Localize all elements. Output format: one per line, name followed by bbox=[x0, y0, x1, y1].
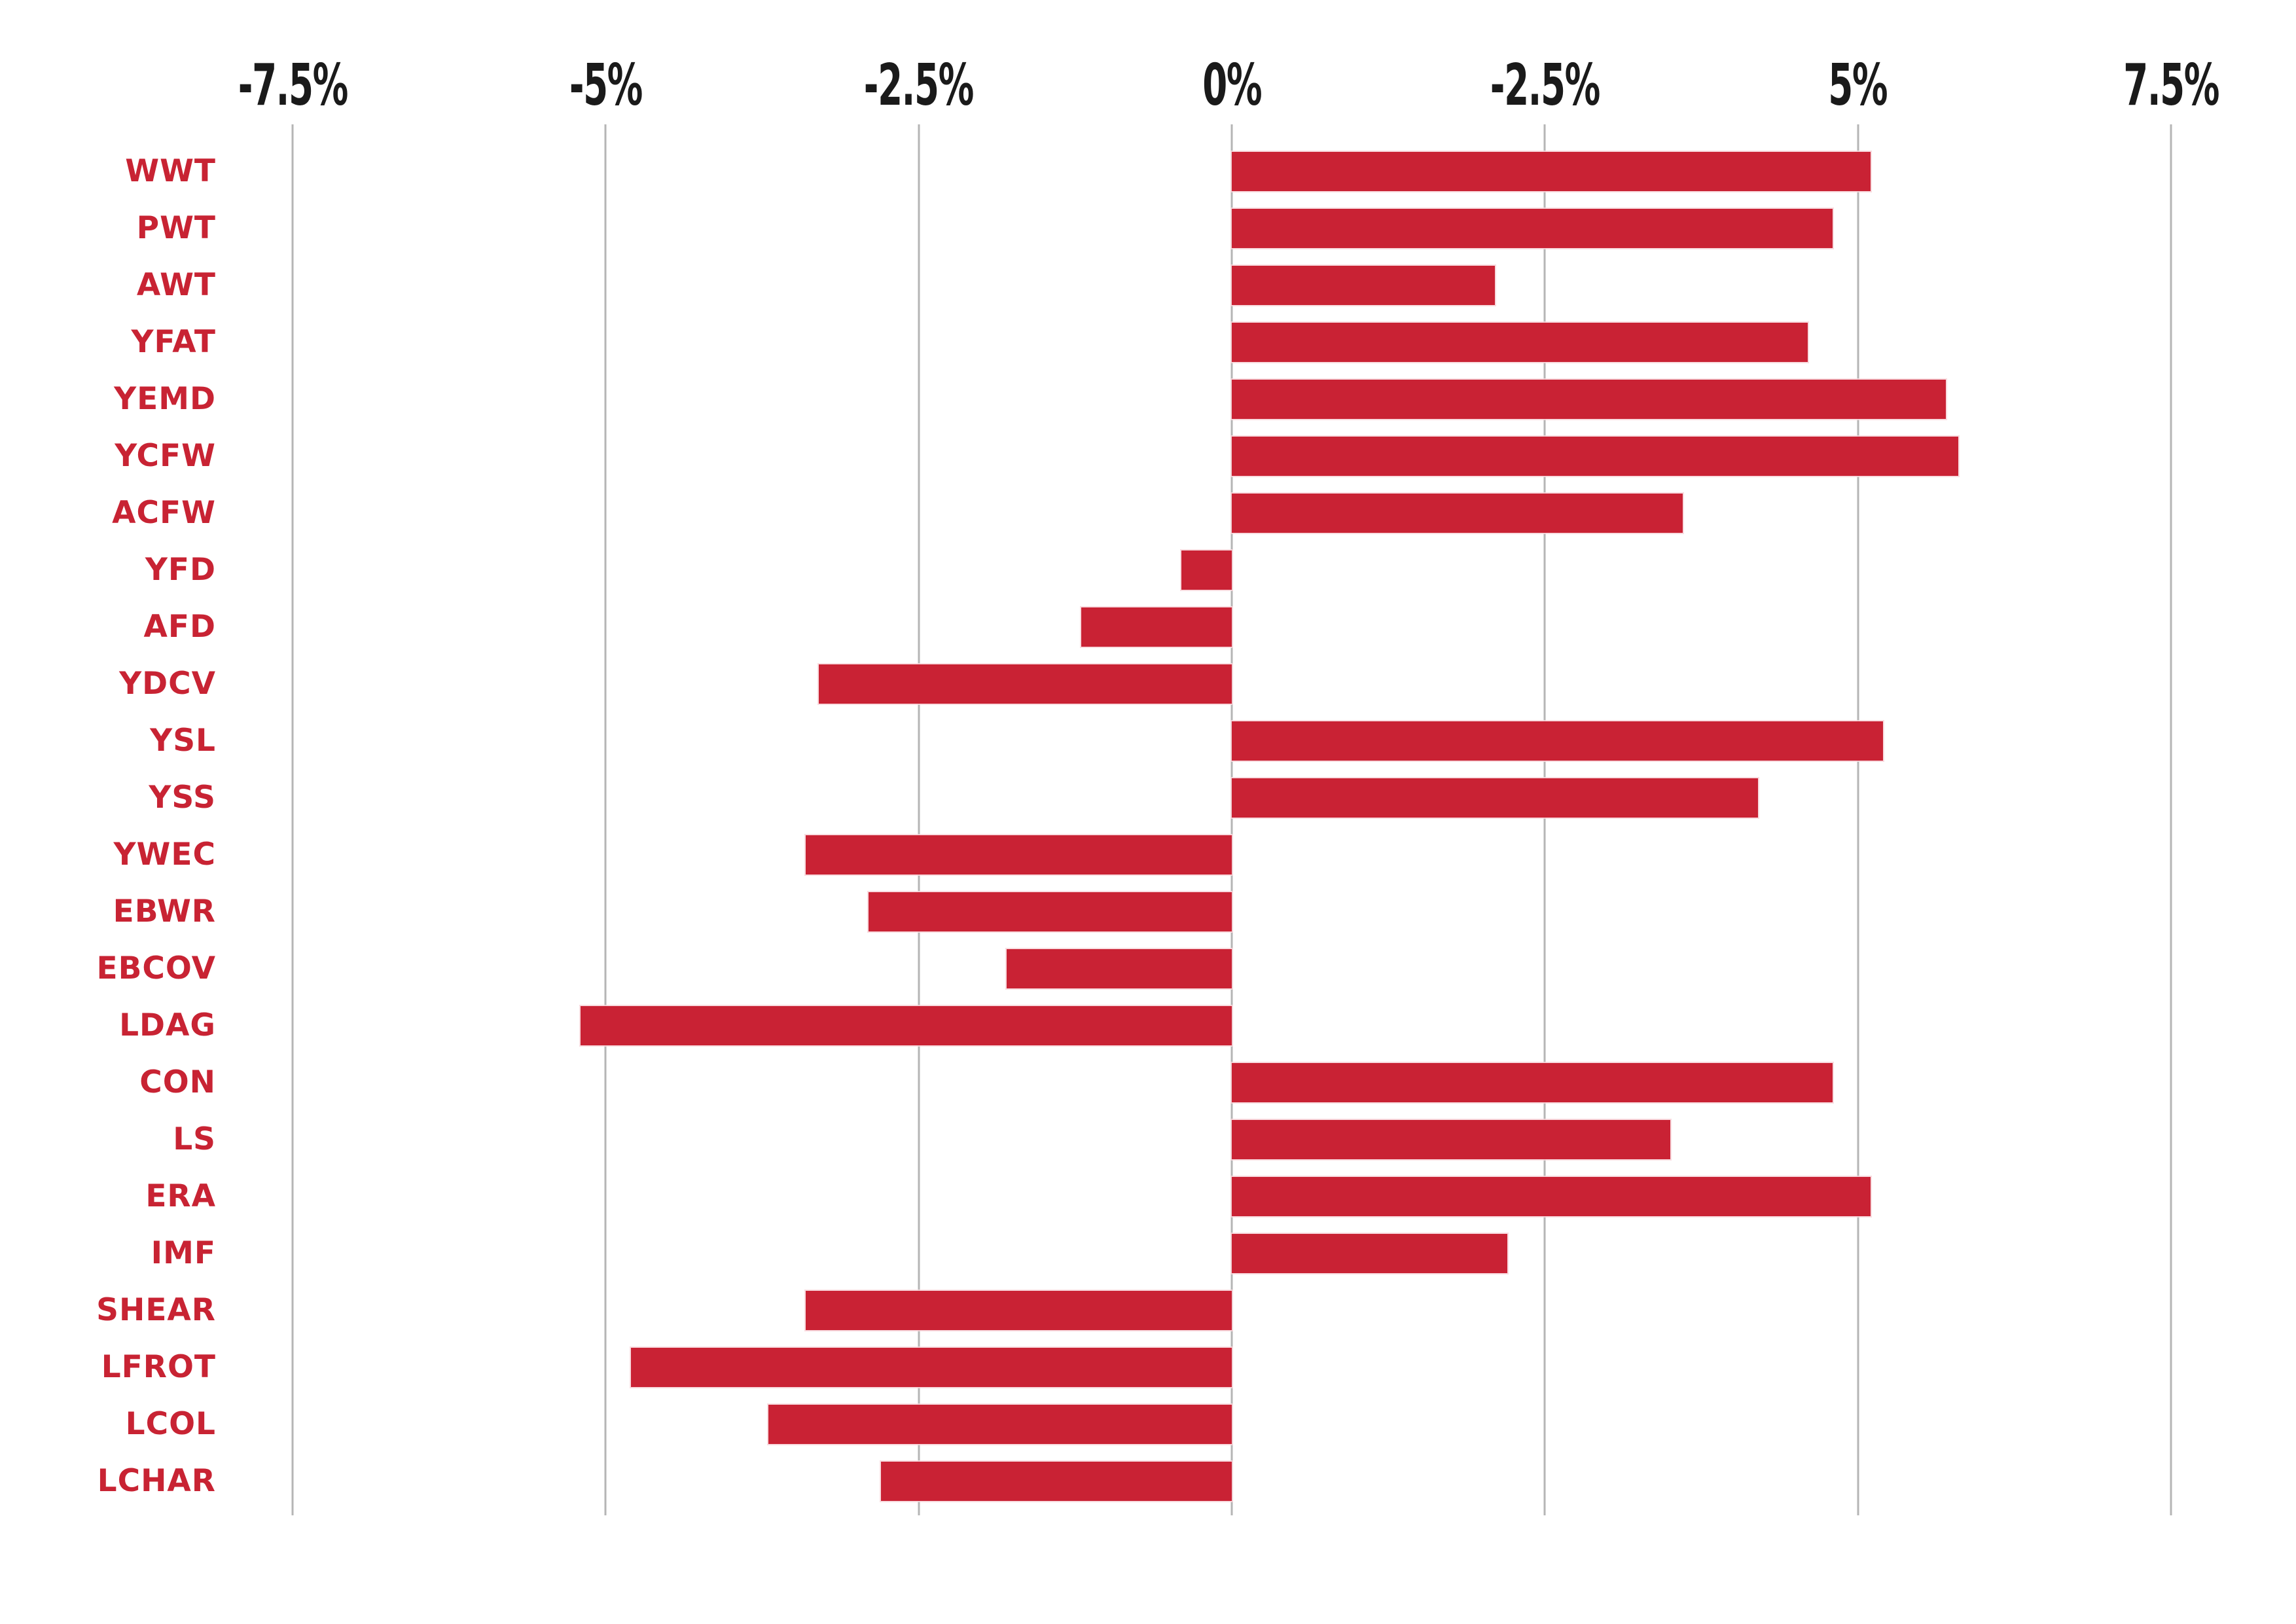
category-label-lfrot: LFROT bbox=[101, 1349, 216, 1385]
category-label-ls: LS bbox=[173, 1121, 216, 1157]
category-label-awt: AWT bbox=[136, 267, 216, 303]
bar-wwt bbox=[1232, 152, 1871, 191]
bar-afd bbox=[1081, 607, 1232, 647]
category-label-ycfw: YCFW bbox=[115, 438, 216, 474]
category-label-ywec: YWEC bbox=[113, 837, 216, 873]
gridline bbox=[1857, 124, 1859, 1515]
gridline bbox=[2170, 124, 2172, 1515]
gridline bbox=[291, 124, 294, 1515]
category-label-imf: IMF bbox=[151, 1235, 216, 1271]
category-label-ebwr: EBWR bbox=[113, 893, 216, 929]
bar-shear bbox=[806, 1291, 1232, 1330]
x-axis-tick-label: 7.5% bbox=[2123, 52, 2219, 119]
x-axis-tick-label: -2.5% bbox=[1490, 52, 1600, 119]
gridline bbox=[918, 124, 920, 1515]
bar-ebwr bbox=[869, 892, 1232, 931]
gridline bbox=[1543, 124, 1546, 1515]
bar-ldag bbox=[581, 1006, 1232, 1045]
bar-ydcv bbox=[818, 664, 1232, 704]
bar-ebcov bbox=[1006, 949, 1232, 988]
category-label-wwt: WWT bbox=[125, 153, 216, 189]
category-label-era: ERA bbox=[145, 1178, 216, 1214]
category-label-yss: YSS bbox=[149, 780, 216, 816]
bar-ycfw bbox=[1232, 437, 1958, 476]
bar-yemd bbox=[1232, 380, 1946, 419]
category-label-lcol: LCOL bbox=[125, 1406, 216, 1442]
bar-yfd bbox=[1181, 550, 1232, 590]
bar-lcol bbox=[768, 1405, 1232, 1444]
x-axis-tick-label: 5% bbox=[1828, 52, 1888, 119]
bar-lfrot bbox=[630, 1348, 1232, 1387]
bar-lchar bbox=[881, 1462, 1232, 1501]
bar-ysl bbox=[1232, 721, 1883, 761]
category-label-ydcv: YDCV bbox=[119, 666, 216, 702]
x-axis-tick-label: 0% bbox=[1202, 52, 1262, 119]
bar-con bbox=[1232, 1063, 1833, 1102]
bar-acfw bbox=[1232, 494, 1683, 533]
category-label-yfd: YFD bbox=[145, 552, 216, 588]
category-label-lchar: LCHAR bbox=[97, 1463, 216, 1499]
category-label-ysl: YSL bbox=[150, 723, 216, 759]
x-axis-tick-label: -2.5% bbox=[864, 52, 974, 119]
bar-ywec bbox=[806, 835, 1232, 875]
category-label-ldag: LDAG bbox=[119, 1007, 216, 1043]
category-label-ebcov: EBCOV bbox=[96, 950, 216, 986]
bar-yss bbox=[1232, 778, 1758, 818]
bar-pwt bbox=[1232, 209, 1833, 248]
gridline bbox=[604, 124, 607, 1515]
category-label-pwt: PWT bbox=[136, 210, 216, 246]
bar-ls bbox=[1232, 1120, 1670, 1159]
category-label-con: CON bbox=[139, 1064, 216, 1100]
category-label-shear: SHEAR bbox=[96, 1292, 216, 1328]
bar-awt bbox=[1232, 266, 1495, 305]
category-label-afd: AFD bbox=[143, 609, 216, 645]
bar-imf bbox=[1232, 1234, 1507, 1273]
x-axis-tick-label: -7.5% bbox=[238, 52, 348, 119]
zero-gridline bbox=[1230, 124, 1233, 1515]
category-label-yfat: YFAT bbox=[131, 324, 216, 360]
bar-era bbox=[1232, 1177, 1871, 1216]
x-axis-tick-label: -5% bbox=[569, 52, 643, 119]
category-label-acfw: ACFW bbox=[112, 495, 216, 531]
category-label-yemd: YEMD bbox=[114, 381, 216, 417]
bar-yfat bbox=[1232, 323, 1808, 362]
